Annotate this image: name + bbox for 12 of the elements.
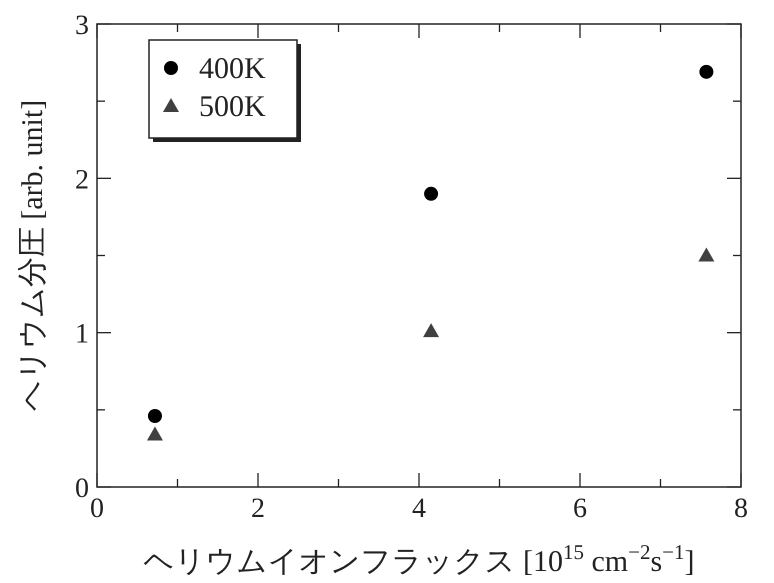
y-tick-label: 3: [75, 10, 89, 41]
y-axis-title: ヘリウム分圧 [arb. unit]: [16, 100, 49, 412]
x-tick-label: 6: [573, 493, 587, 524]
x-tick-label: 8: [734, 493, 748, 524]
legend-label: 400K: [199, 52, 266, 85]
legend-label: 500K: [199, 90, 266, 123]
y-tick-label: 2: [75, 164, 89, 196]
x-axis-title: ヘリウムイオンフラックス [10$^{15}$ cm$^{−2}$s$^{−1}$]: [143, 540, 695, 578]
y-tick-label: 1: [75, 318, 89, 350]
y-tick-label: 0: [75, 473, 89, 504]
x-tick-label: 4: [412, 493, 426, 524]
x-tick-label: 2: [251, 493, 265, 524]
